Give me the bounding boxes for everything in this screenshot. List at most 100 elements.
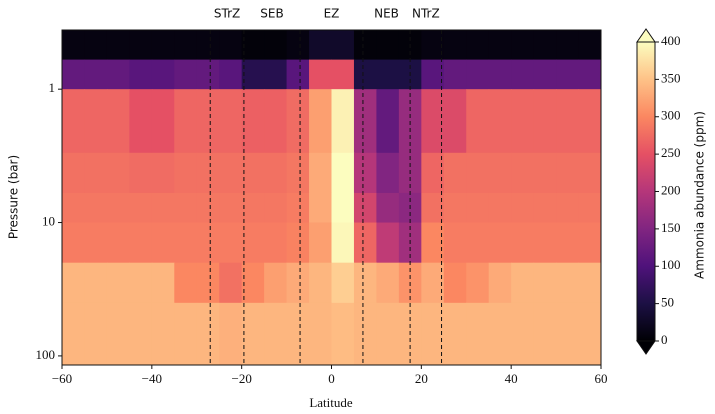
heat-cell bbox=[196, 59, 220, 90]
heat-cell bbox=[196, 89, 220, 154]
heat-cell bbox=[309, 59, 332, 90]
heat-cell bbox=[241, 302, 265, 366]
heat-cell bbox=[578, 192, 602, 224]
heat-cell bbox=[353, 89, 377, 154]
heat-cell bbox=[196, 222, 220, 264]
heat-cell bbox=[421, 59, 445, 90]
heat-cell bbox=[286, 222, 310, 264]
heat-cell bbox=[241, 30, 265, 61]
heat-cell bbox=[286, 192, 310, 224]
heat-cell bbox=[219, 302, 243, 366]
heat-cell bbox=[264, 192, 288, 224]
heat-cell bbox=[286, 302, 310, 366]
heat-cell bbox=[84, 192, 108, 224]
heat-cell bbox=[309, 89, 332, 154]
colorbar-tick-label: 50 bbox=[661, 295, 674, 310]
heat-cell bbox=[331, 222, 355, 264]
heat-cell bbox=[241, 59, 265, 90]
heat-cell bbox=[421, 302, 445, 366]
band-label: EZ bbox=[324, 7, 340, 21]
heat-cell bbox=[466, 89, 490, 154]
heat-cell bbox=[62, 152, 85, 194]
x-tick-label: 40 bbox=[505, 371, 518, 386]
colorbar bbox=[637, 42, 655, 341]
heat-cell bbox=[488, 222, 512, 264]
heat-cell bbox=[151, 192, 175, 224]
heat-cell bbox=[129, 262, 153, 304]
heat-cell bbox=[151, 152, 175, 194]
x-tick-label: −20 bbox=[231, 371, 251, 386]
heat-cell bbox=[151, 30, 175, 61]
heat-cell bbox=[376, 30, 400, 61]
heat-cell bbox=[174, 59, 198, 90]
heat-cell bbox=[331, 152, 355, 194]
heat-cell bbox=[466, 192, 490, 224]
heat-cell bbox=[353, 59, 377, 90]
heat-cell bbox=[174, 152, 198, 194]
heat-cell bbox=[353, 222, 377, 264]
heat-cell bbox=[353, 192, 377, 224]
colorbar-tick-label: 350 bbox=[661, 70, 681, 85]
heat-cell bbox=[511, 302, 535, 366]
heat-cell bbox=[376, 152, 400, 194]
heat-cell bbox=[309, 222, 332, 264]
heat-cell bbox=[376, 59, 400, 90]
heat-cell bbox=[578, 89, 602, 154]
heat-cell bbox=[443, 192, 467, 224]
heat-cell bbox=[556, 59, 580, 90]
heat-cell bbox=[421, 192, 445, 224]
heat-cell bbox=[264, 89, 288, 154]
heat-cell bbox=[466, 262, 490, 304]
x-tick-label: −60 bbox=[52, 371, 72, 386]
heat-cell bbox=[511, 222, 535, 264]
heat-cell bbox=[106, 59, 130, 90]
heat-cell bbox=[466, 222, 490, 264]
heat-cell bbox=[488, 30, 512, 61]
heat-cell bbox=[353, 152, 377, 194]
heat-cell bbox=[151, 59, 175, 90]
heat-cell bbox=[62, 302, 85, 366]
heat-cell bbox=[578, 59, 602, 90]
heat-cell bbox=[488, 152, 512, 194]
heat-cell bbox=[488, 192, 512, 224]
colorbar-tick-label: 150 bbox=[661, 220, 681, 235]
heat-cell bbox=[264, 59, 288, 90]
heat-cell bbox=[84, 59, 108, 90]
heat-cell bbox=[556, 152, 580, 194]
heat-cell bbox=[443, 59, 467, 90]
heat-cell bbox=[151, 222, 175, 264]
colorbar-under bbox=[636, 340, 656, 355]
heat-cell bbox=[511, 30, 535, 61]
heat-cell bbox=[331, 59, 355, 90]
heat-cell bbox=[286, 59, 310, 90]
heat-cell bbox=[264, 152, 288, 194]
heat-cell bbox=[196, 302, 220, 366]
heat-cell bbox=[353, 262, 377, 304]
heat-cell bbox=[578, 152, 602, 194]
heat-cell bbox=[106, 192, 130, 224]
heat-cell bbox=[219, 262, 243, 304]
heat-cell bbox=[556, 192, 580, 224]
heat-cell bbox=[511, 89, 535, 154]
heat-cell bbox=[84, 262, 108, 304]
heat-cell bbox=[533, 192, 557, 224]
heat-cell bbox=[309, 152, 332, 194]
heat-cell bbox=[421, 152, 445, 194]
heat-cell bbox=[421, 262, 445, 304]
heat-cell bbox=[84, 30, 108, 61]
heat-cell bbox=[286, 30, 310, 61]
heat-cell bbox=[196, 192, 220, 224]
heat-cell bbox=[286, 152, 310, 194]
heat-cell bbox=[556, 30, 580, 61]
heat-cell bbox=[331, 30, 355, 61]
heat-cell bbox=[533, 89, 557, 154]
heat-cell bbox=[174, 30, 198, 61]
heat-cell bbox=[219, 89, 243, 154]
heat-cell bbox=[241, 262, 265, 304]
heat-cell bbox=[466, 152, 490, 194]
heat-cell bbox=[578, 222, 602, 264]
band-label: NEB bbox=[374, 7, 399, 21]
y-axis-label: Pressure (bar) bbox=[7, 155, 21, 239]
colorbar-tick-label: 200 bbox=[661, 182, 681, 197]
